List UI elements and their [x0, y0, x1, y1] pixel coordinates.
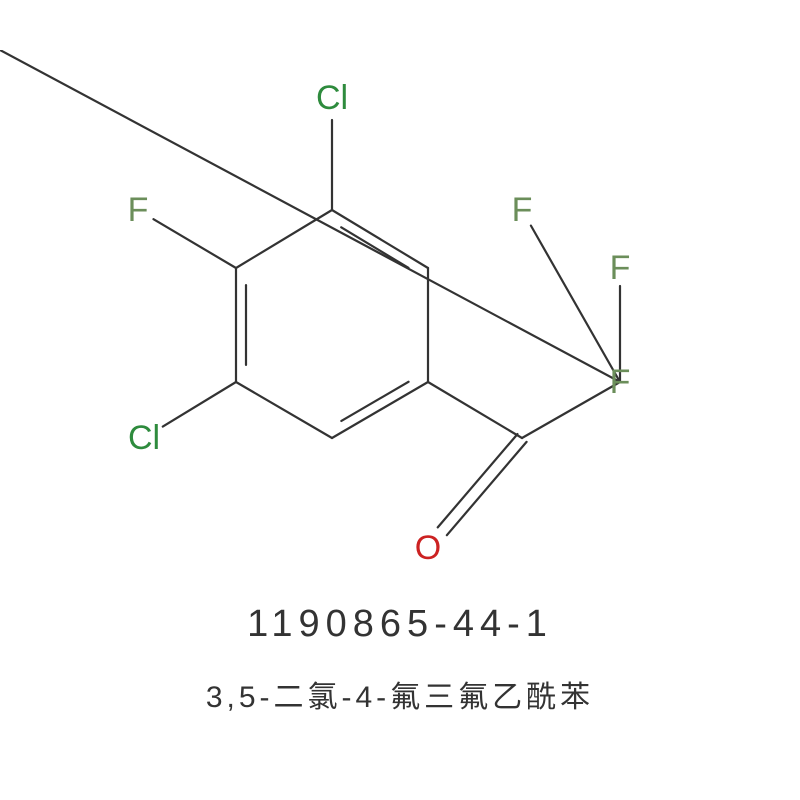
molecule-diagram: Cl F Cl O F F F [0, 50, 800, 570]
Cl2-label: Cl [128, 419, 160, 457]
figure-container: Cl F Cl O F F F 1190865-44-1 3,5-二氯-4-氟三氟乙酰苯 [0, 0, 800, 800]
atom-labels-group: Cl F Cl O F F F [128, 79, 631, 567]
cas-number: 1190865-44-1 [0, 603, 800, 646]
F1-label: F [512, 191, 533, 229]
bonds-group [0, 50, 620, 535]
F3-label: F [610, 363, 631, 401]
O-label: O [415, 529, 441, 567]
F_ring-label: F [128, 191, 149, 229]
F2-label: F [610, 249, 631, 287]
compound-name: 3,5-二氯-4-氟三氟乙酰苯 [0, 672, 800, 716]
Cl1-label: Cl [316, 79, 348, 117]
